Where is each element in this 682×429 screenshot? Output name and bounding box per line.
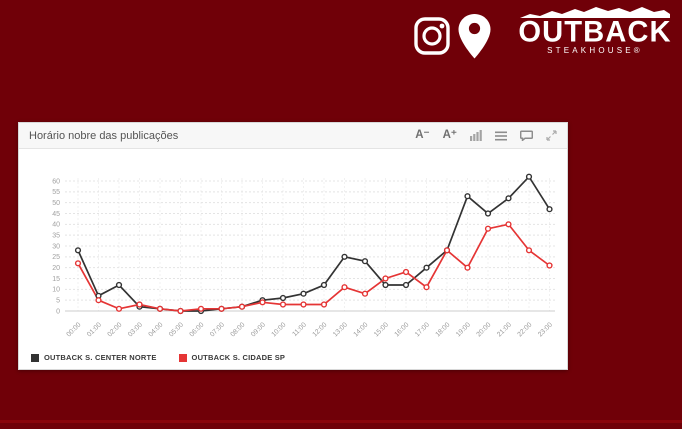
decrease-font-button[interactable]: A⁻ <box>415 128 430 141</box>
legend-item-center-norte[interactable]: OUTBACK S. CENTER NORTE <box>31 353 157 362</box>
svg-text:40: 40 <box>52 222 60 229</box>
svg-text:0: 0 <box>56 308 60 315</box>
comment-icon[interactable] <box>520 130 533 141</box>
svg-text:45: 45 <box>52 211 60 218</box>
svg-text:00:00: 00:00 <box>65 321 82 338</box>
svg-text:04:00: 04:00 <box>147 321 164 338</box>
svg-text:18:00: 18:00 <box>434 321 451 338</box>
location-pin-icon[interactable] <box>457 13 492 60</box>
svg-text:07:00: 07:00 <box>209 321 226 338</box>
top-brand-bar: OUTBACK STEAKHOUSE® <box>0 0 682 80</box>
instagram-icon[interactable] <box>413 15 451 56</box>
brand-name: OUTBACK <box>518 15 672 49</box>
svg-text:35: 35 <box>52 233 60 240</box>
svg-text:50: 50 <box>52 200 60 207</box>
svg-text:02:00: 02:00 <box>106 321 123 338</box>
legend-swatch-black <box>31 353 39 362</box>
svg-text:01:00: 01:00 <box>86 321 103 338</box>
svg-text:12:00: 12:00 <box>311 321 328 338</box>
svg-text:10:00: 10:00 <box>270 321 287 338</box>
svg-text:20:00: 20:00 <box>475 321 492 338</box>
svg-text:15:00: 15:00 <box>373 321 390 338</box>
svg-text:13:00: 13:00 <box>332 321 349 338</box>
svg-text:11:00: 11:00 <box>291 321 308 338</box>
svg-text:55: 55 <box>52 189 60 196</box>
bar-chart-icon[interactable] <box>470 130 482 141</box>
panel-toolbar: A⁻ A⁺ <box>415 128 557 142</box>
mountain-ridge-icon <box>520 7 670 18</box>
chart-area: 0 5 10 15 20 25 30 35 40 45 50 55 60 00:00 01:00 02:00 0… <box>19 148 569 348</box>
svg-text:14:00: 14:00 <box>352 321 369 338</box>
svg-text:10: 10 <box>52 287 60 294</box>
chart-panel: Horário nobre das publicações A⁻ A⁺ <box>18 122 568 370</box>
outback-logo: OUTBACK STEAKHOUSE® <box>516 6 674 68</box>
chart-legend: OUTBACK S. CENTER NORTE OUTBACK S. CIDAD… <box>31 353 285 362</box>
svg-text:08:00: 08:00 <box>229 321 246 338</box>
svg-text:15: 15 <box>52 276 60 283</box>
svg-text:60: 60 <box>52 178 60 185</box>
legend-label: OUTBACK S. CIDADE SP <box>191 353 286 362</box>
increase-font-button[interactable]: A⁺ <box>442 128 457 141</box>
legend-swatch-red <box>178 353 187 362</box>
legend-item-cidade-sp[interactable]: OUTBACK S. CIDADE SP <box>178 353 286 362</box>
svg-text:20: 20 <box>52 265 60 272</box>
svg-text:09:00: 09:00 <box>250 321 267 338</box>
bottom-accent-bar <box>0 420 682 423</box>
svg-text:5: 5 <box>56 298 60 305</box>
svg-text:06:00: 06:00 <box>188 321 205 338</box>
svg-text:30: 30 <box>52 243 60 250</box>
svg-text:21:00: 21:00 <box>496 321 513 338</box>
legend-label: OUTBACK S. CENTER NORTE <box>44 353 157 362</box>
list-icon[interactable] <box>495 131 507 141</box>
expand-icon[interactable] <box>546 130 557 141</box>
svg-text:16:00: 16:00 <box>393 321 410 338</box>
svg-text:03:00: 03:00 <box>127 321 144 338</box>
svg-text:17:00: 17:00 <box>414 321 431 338</box>
brand-subtitle: STEAKHOUSE® <box>547 46 643 55</box>
svg-text:25: 25 <box>52 254 60 261</box>
svg-text:19:00: 19:00 <box>455 321 472 338</box>
panel-title: Horário nobre das publicações <box>29 129 179 142</box>
svg-text:22:00: 22:00 <box>516 321 533 338</box>
svg-text:23:00: 23:00 <box>537 321 554 338</box>
svg-text:05:00: 05:00 <box>168 321 185 338</box>
panel-header: Horário nobre das publicações A⁻ A⁺ <box>19 123 567 149</box>
